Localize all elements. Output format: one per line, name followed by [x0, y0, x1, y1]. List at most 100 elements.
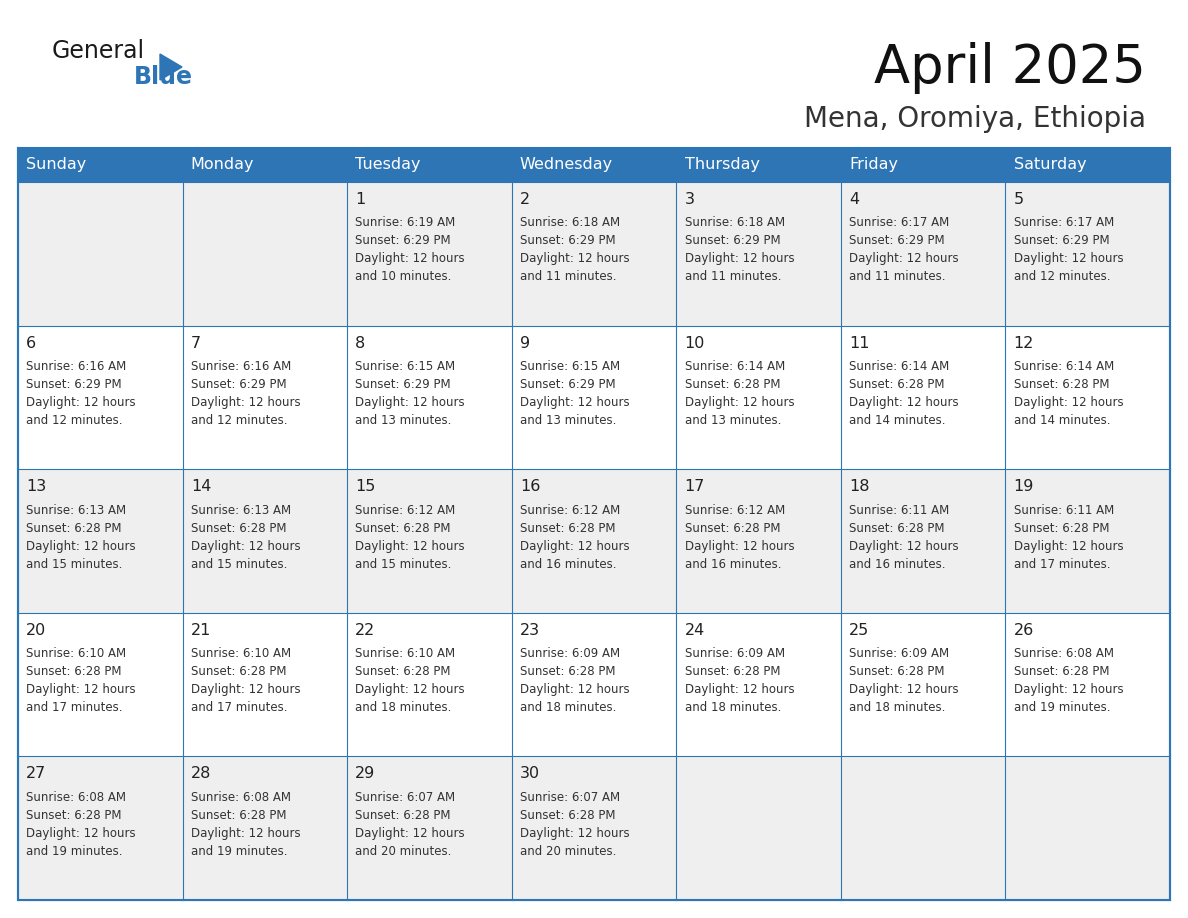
Bar [1005, 469, 1170, 613]
Bar [512, 182, 676, 326]
Text: 19: 19 [1013, 479, 1034, 494]
Text: 4: 4 [849, 192, 859, 207]
Text: Sunrise: 6:09 AM
Sunset: 6:28 PM
Daylight: 12 hours
and 18 minutes.: Sunrise: 6:09 AM Sunset: 6:28 PM Dayligh… [520, 647, 630, 714]
Bar [18, 613, 183, 756]
Bar [841, 182, 1005, 326]
Text: Sunrise: 6:19 AM
Sunset: 6:29 PM
Daylight: 12 hours
and 10 minutes.: Sunrise: 6:19 AM Sunset: 6:29 PM Dayligh… [355, 217, 465, 284]
Bar [676, 148, 841, 182]
Text: 29: 29 [355, 767, 375, 781]
Text: 18: 18 [849, 479, 870, 494]
Text: 2: 2 [520, 192, 530, 207]
Text: 22: 22 [355, 622, 375, 638]
Text: 24: 24 [684, 622, 704, 638]
Bar [18, 148, 183, 182]
Bar [183, 326, 347, 469]
Text: Sunrise: 6:12 AM
Sunset: 6:28 PM
Daylight: 12 hours
and 16 minutes.: Sunrise: 6:12 AM Sunset: 6:28 PM Dayligh… [520, 504, 630, 571]
Text: Sunday: Sunday [26, 158, 87, 173]
Text: 6: 6 [26, 336, 37, 351]
Text: 25: 25 [849, 622, 870, 638]
Bar [347, 326, 512, 469]
Bar [512, 148, 676, 182]
Bar [1005, 756, 1170, 900]
Bar [183, 613, 347, 756]
Text: Sunrise: 6:14 AM
Sunset: 6:28 PM
Daylight: 12 hours
and 14 minutes.: Sunrise: 6:14 AM Sunset: 6:28 PM Dayligh… [1013, 360, 1124, 427]
Text: 27: 27 [26, 767, 46, 781]
Bar [183, 469, 347, 613]
Text: Sunrise: 6:18 AM
Sunset: 6:29 PM
Daylight: 12 hours
and 11 minutes.: Sunrise: 6:18 AM Sunset: 6:29 PM Dayligh… [684, 217, 794, 284]
Text: Sunrise: 6:09 AM
Sunset: 6:28 PM
Daylight: 12 hours
and 18 minutes.: Sunrise: 6:09 AM Sunset: 6:28 PM Dayligh… [684, 647, 794, 714]
Text: 13: 13 [26, 479, 46, 494]
Text: 21: 21 [191, 622, 211, 638]
Bar [1005, 148, 1170, 182]
Bar [676, 756, 841, 900]
Text: Sunrise: 6:18 AM
Sunset: 6:29 PM
Daylight: 12 hours
and 11 minutes.: Sunrise: 6:18 AM Sunset: 6:29 PM Dayligh… [520, 217, 630, 284]
Text: Sunrise: 6:12 AM
Sunset: 6:28 PM
Daylight: 12 hours
and 16 minutes.: Sunrise: 6:12 AM Sunset: 6:28 PM Dayligh… [684, 504, 794, 571]
Text: Sunrise: 6:11 AM
Sunset: 6:28 PM
Daylight: 12 hours
and 17 minutes.: Sunrise: 6:11 AM Sunset: 6:28 PM Dayligh… [1013, 504, 1124, 571]
Text: 17: 17 [684, 479, 704, 494]
Bar [512, 613, 676, 756]
Text: Sunrise: 6:07 AM
Sunset: 6:28 PM
Daylight: 12 hours
and 20 minutes.: Sunrise: 6:07 AM Sunset: 6:28 PM Dayligh… [355, 791, 465, 857]
Text: 8: 8 [355, 336, 366, 351]
Text: 5: 5 [1013, 192, 1024, 207]
Bar [18, 756, 183, 900]
Bar [18, 182, 183, 326]
Bar [676, 469, 841, 613]
Text: April 2025: April 2025 [874, 42, 1146, 94]
Text: 14: 14 [191, 479, 211, 494]
Text: 7: 7 [191, 336, 201, 351]
Text: 15: 15 [355, 479, 375, 494]
Bar [676, 613, 841, 756]
Bar [841, 148, 1005, 182]
Text: Sunrise: 6:08 AM
Sunset: 6:28 PM
Daylight: 12 hours
and 19 minutes.: Sunrise: 6:08 AM Sunset: 6:28 PM Dayligh… [191, 791, 301, 857]
Text: 23: 23 [520, 622, 541, 638]
Text: Sunrise: 6:17 AM
Sunset: 6:29 PM
Daylight: 12 hours
and 11 minutes.: Sunrise: 6:17 AM Sunset: 6:29 PM Dayligh… [849, 217, 959, 284]
Text: Sunrise: 6:07 AM
Sunset: 6:28 PM
Daylight: 12 hours
and 20 minutes.: Sunrise: 6:07 AM Sunset: 6:28 PM Dayligh… [520, 791, 630, 857]
Text: Monday: Monday [191, 158, 254, 173]
Bar [512, 326, 676, 469]
Text: Sunrise: 6:11 AM
Sunset: 6:28 PM
Daylight: 12 hours
and 16 minutes.: Sunrise: 6:11 AM Sunset: 6:28 PM Dayligh… [849, 504, 959, 571]
Bar [1005, 326, 1170, 469]
Bar [1005, 182, 1170, 326]
Text: Sunrise: 6:10 AM
Sunset: 6:28 PM
Daylight: 12 hours
and 17 minutes.: Sunrise: 6:10 AM Sunset: 6:28 PM Dayligh… [26, 647, 135, 714]
Text: Sunrise: 6:09 AM
Sunset: 6:28 PM
Daylight: 12 hours
and 18 minutes.: Sunrise: 6:09 AM Sunset: 6:28 PM Dayligh… [849, 647, 959, 714]
Bar [347, 756, 512, 900]
Text: Wednesday: Wednesday [520, 158, 613, 173]
Text: Sunrise: 6:08 AM
Sunset: 6:28 PM
Daylight: 12 hours
and 19 minutes.: Sunrise: 6:08 AM Sunset: 6:28 PM Dayligh… [1013, 647, 1124, 714]
Bar [512, 469, 676, 613]
Text: 12: 12 [1013, 336, 1034, 351]
Text: Thursday: Thursday [684, 158, 759, 173]
Bar [347, 148, 512, 182]
Bar [183, 756, 347, 900]
Bar [18, 326, 183, 469]
Text: 3: 3 [684, 192, 695, 207]
Bar [841, 326, 1005, 469]
Bar [347, 182, 512, 326]
Text: Sunrise: 6:15 AM
Sunset: 6:29 PM
Daylight: 12 hours
and 13 minutes.: Sunrise: 6:15 AM Sunset: 6:29 PM Dayligh… [520, 360, 630, 427]
Text: 10: 10 [684, 336, 704, 351]
Bar [18, 148, 1170, 900]
Bar [841, 469, 1005, 613]
Text: Sunrise: 6:14 AM
Sunset: 6:28 PM
Daylight: 12 hours
and 14 minutes.: Sunrise: 6:14 AM Sunset: 6:28 PM Dayligh… [849, 360, 959, 427]
Text: Blue: Blue [134, 65, 192, 89]
Text: Sunrise: 6:13 AM
Sunset: 6:28 PM
Daylight: 12 hours
and 15 minutes.: Sunrise: 6:13 AM Sunset: 6:28 PM Dayligh… [26, 504, 135, 571]
Bar [1005, 613, 1170, 756]
Bar [841, 613, 1005, 756]
Text: Sunrise: 6:16 AM
Sunset: 6:29 PM
Daylight: 12 hours
and 12 minutes.: Sunrise: 6:16 AM Sunset: 6:29 PM Dayligh… [26, 360, 135, 427]
Text: Sunrise: 6:12 AM
Sunset: 6:28 PM
Daylight: 12 hours
and 15 minutes.: Sunrise: 6:12 AM Sunset: 6:28 PM Dayligh… [355, 504, 465, 571]
Text: 28: 28 [191, 767, 211, 781]
Text: Sunrise: 6:10 AM
Sunset: 6:28 PM
Daylight: 12 hours
and 18 minutes.: Sunrise: 6:10 AM Sunset: 6:28 PM Dayligh… [355, 647, 465, 714]
Bar [676, 326, 841, 469]
Bar [676, 182, 841, 326]
Bar [18, 469, 183, 613]
Text: 11: 11 [849, 336, 870, 351]
Text: Sunrise: 6:15 AM
Sunset: 6:29 PM
Daylight: 12 hours
and 13 minutes.: Sunrise: 6:15 AM Sunset: 6:29 PM Dayligh… [355, 360, 465, 427]
Text: Mena, Oromiya, Ethiopia: Mena, Oromiya, Ethiopia [804, 105, 1146, 133]
Bar [347, 613, 512, 756]
Text: General: General [52, 39, 145, 63]
Bar [183, 182, 347, 326]
Text: Sunrise: 6:16 AM
Sunset: 6:29 PM
Daylight: 12 hours
and 12 minutes.: Sunrise: 6:16 AM Sunset: 6:29 PM Dayligh… [191, 360, 301, 427]
Text: 30: 30 [520, 767, 541, 781]
Text: Tuesday: Tuesday [355, 158, 421, 173]
Polygon shape [160, 54, 182, 80]
Text: Saturday: Saturday [1013, 158, 1086, 173]
